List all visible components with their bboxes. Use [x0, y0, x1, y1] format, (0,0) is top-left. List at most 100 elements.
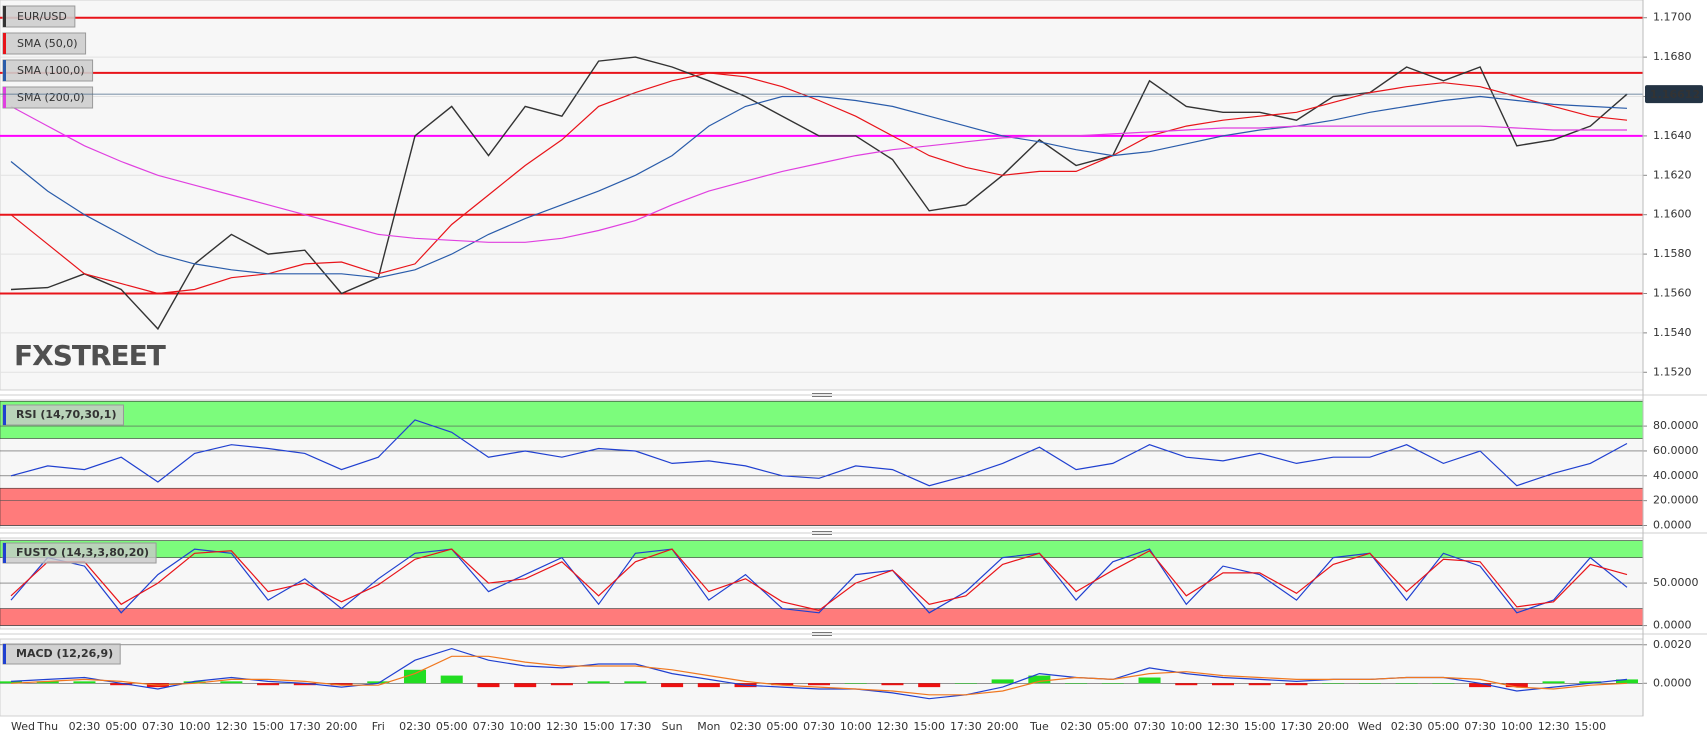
series-line	[10, 548, 1628, 614]
x-tick-label: 15:00	[1244, 720, 1276, 733]
x-tick-label: 05:00	[766, 720, 798, 733]
histogram-bar	[661, 683, 684, 688]
panel-title-text: MACD (12,26,9)	[16, 647, 113, 660]
last-price-box	[1645, 85, 1703, 104]
x-tick-label: Sun	[662, 720, 683, 733]
last-price-label: 1.16612	[1650, 88, 1700, 101]
histogram-bar	[1358, 683, 1381, 684]
histogram-bar	[918, 683, 941, 688]
x-tick-label: 05:00	[1097, 720, 1129, 733]
histogram-bar	[36, 681, 59, 684]
x-tick-label: 02:30	[399, 720, 431, 733]
x-tick-label: 07:30	[142, 720, 174, 733]
y-tick-label: 60.0000	[1653, 444, 1699, 457]
histogram-bar	[1542, 681, 1565, 684]
panel-title: FUSTO (14,3,3,80,20)	[2, 542, 157, 564]
histogram-bar	[367, 681, 390, 684]
x-tick-label: 05:00	[436, 720, 468, 733]
x-tick-label: Wed	[1358, 720, 1382, 733]
x-tick-label: 20:00	[326, 720, 358, 733]
panel-title-stripe	[3, 543, 6, 563]
histogram-bar	[73, 681, 96, 684]
y-tick-label: 1.1580	[1653, 247, 1692, 260]
legend-entry: SMA (200,0)	[2, 86, 94, 109]
x-tick-label: 20:00	[1317, 720, 1349, 733]
histogram-bar	[844, 683, 867, 684]
histogram-bar	[220, 681, 243, 684]
x-tick-label: 02:30	[1391, 720, 1423, 733]
y-tick-label: 1.1600	[1653, 208, 1692, 221]
histogram-bar	[1395, 683, 1418, 684]
y-tick-label: 0.0000	[1653, 519, 1692, 532]
histogram-bar	[771, 683, 794, 686]
histogram-bar	[183, 681, 206, 684]
x-tick-label: 17:30	[289, 720, 321, 733]
legend-label: SMA (50,0)	[17, 37, 78, 50]
histogram-bar	[1285, 683, 1308, 686]
x-tick-label: 12:30	[877, 720, 909, 733]
y-tick-label: 1.1520	[1653, 365, 1692, 378]
x-tick-label: 12:30	[546, 720, 578, 733]
series-line	[10, 419, 1628, 487]
histogram-bar	[1432, 683, 1455, 684]
x-tick-label: 15:00	[913, 720, 945, 733]
series-line	[10, 548, 1628, 611]
x-tick-label: 12:30	[1538, 720, 1570, 733]
x-tick-label: 10:00	[840, 720, 872, 733]
panel-title-text: FUSTO (14,3,3,80,20)	[16, 546, 149, 559]
y-tick-label: 1.1540	[1653, 326, 1692, 339]
histogram-bar	[991, 679, 1014, 684]
histogram-bar	[477, 683, 500, 688]
x-tick-label: 12:30	[1207, 720, 1239, 733]
x-tick-label: 07:30	[1134, 720, 1166, 733]
histogram-bar	[1322, 683, 1345, 684]
legend-label: SMA (200,0)	[17, 91, 85, 104]
legend-swatch	[3, 60, 6, 81]
x-tick-label: 07:30	[803, 720, 835, 733]
x-tick-label: 17:30	[620, 720, 652, 733]
histogram-bar	[1065, 683, 1088, 684]
x-tick-label: 12:30	[216, 720, 248, 733]
histogram-bar	[257, 683, 280, 686]
x-tick-label: 20:00	[987, 720, 1019, 733]
panel-title-stripe	[3, 644, 6, 664]
x-tick-label: 07:30	[1464, 720, 1496, 733]
x-tick-label: 10:00	[1501, 720, 1533, 733]
y-tick-label: 1.1700	[1653, 11, 1692, 24]
zone-band	[0, 400, 1644, 439]
x-tick-label: 05:00	[1428, 720, 1460, 733]
panel-background	[0, 638, 1644, 717]
x-tick-label: 02:30	[730, 720, 762, 733]
zone-band	[0, 540, 1644, 558]
panel-title: MACD (12,26,9)	[2, 643, 121, 665]
y-tick-label: 1.1640	[1653, 129, 1692, 142]
legend-label: SMA (100,0)	[17, 64, 85, 77]
x-tick-label: Wed	[11, 720, 35, 733]
y-tick-label: 1.1620	[1653, 168, 1692, 181]
x-tick-label: Fri	[372, 720, 385, 733]
x-tick-label: 07:30	[473, 720, 505, 733]
x-tick-label: 02:30	[69, 720, 101, 733]
y-tick-label: 0.0000	[1653, 676, 1692, 689]
x-tick-label: 15:00	[1574, 720, 1606, 733]
histogram-bar	[1469, 683, 1492, 688]
histogram-bar	[587, 681, 610, 684]
histogram-bar	[1211, 683, 1235, 686]
x-tick-label: 05:00	[105, 720, 137, 733]
legend-label: EUR/USD	[17, 10, 67, 23]
histogram-bar	[293, 683, 316, 686]
panel-title-stripe	[3, 405, 6, 425]
legend-swatch	[3, 87, 6, 108]
histogram-bar	[550, 683, 573, 686]
zone-band	[0, 487, 1644, 526]
y-tick-label: 50.0000	[1653, 576, 1699, 589]
y-tick-label: 1.1560	[1653, 286, 1692, 299]
histogram-bar	[1175, 683, 1198, 686]
series-line	[10, 95, 1628, 279]
histogram-bar	[881, 683, 904, 686]
legend-swatch	[3, 6, 6, 27]
zone-band	[0, 608, 1644, 626]
x-tick-label: Thu	[36, 720, 58, 733]
histogram-bar	[697, 683, 720, 688]
